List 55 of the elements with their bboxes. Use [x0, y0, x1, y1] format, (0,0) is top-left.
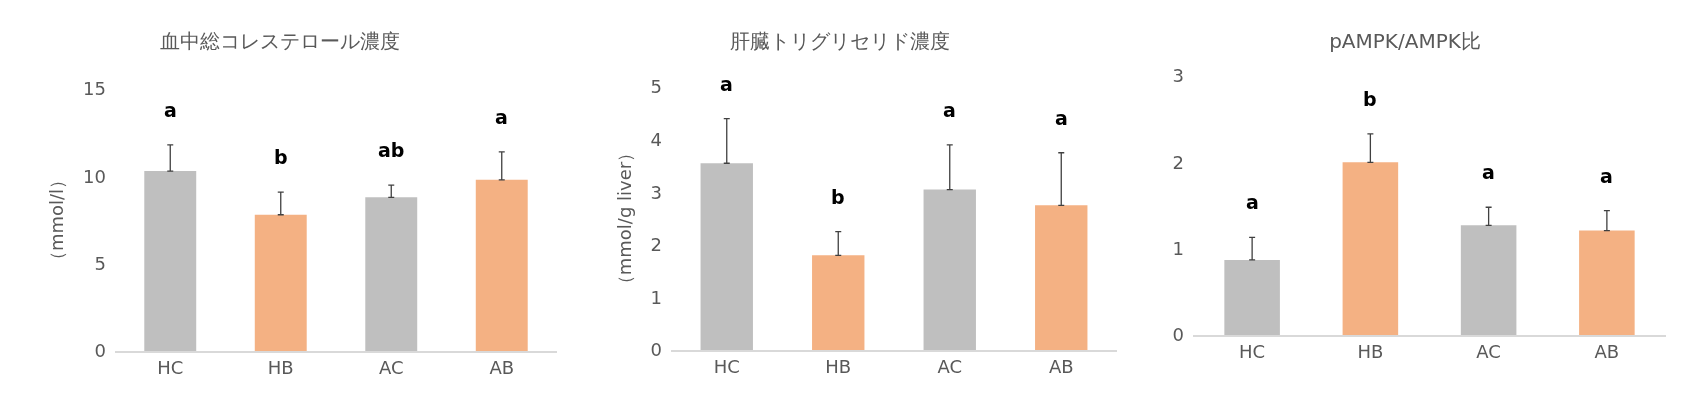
bar — [365, 197, 418, 351]
annotation: a — [1055, 107, 1068, 129]
y-tick-label: 2 — [1172, 151, 1184, 173]
bar — [1342, 162, 1399, 335]
y-tick-label: 1 — [650, 286, 662, 308]
x-tick-label: AB — [1594, 341, 1620, 363]
annotation: a — [1482, 161, 1495, 183]
y-tick-label: 0 — [94, 340, 106, 362]
x-tick-label: AC — [1476, 341, 1501, 363]
x-tick-label: HC — [713, 356, 740, 378]
y-axis-title: （mmol/l） — [46, 170, 68, 270]
annotation: a — [1246, 191, 1259, 213]
bar — [1035, 205, 1088, 350]
y-tick-label: 10 — [83, 165, 106, 187]
annotation: b — [1363, 88, 1377, 110]
bar — [254, 214, 307, 351]
annotation: a — [1600, 165, 1613, 187]
bar — [1224, 259, 1280, 335]
y-tick-label: 0 — [650, 339, 662, 361]
bar — [144, 171, 197, 351]
bar — [475, 179, 528, 351]
x-tick-label: AC — [937, 356, 963, 378]
y-tick-label: 3 — [1172, 65, 1184, 87]
bar — [923, 189, 976, 350]
annotation: a — [164, 99, 177, 121]
annotation: a — [943, 99, 956, 121]
y-tick-label: 1 — [1172, 237, 1184, 259]
y-tick-label: 2 — [650, 234, 662, 256]
annotation: a — [720, 73, 733, 95]
x-tick-label: HB — [825, 356, 852, 378]
y-tick-label: 3 — [650, 181, 662, 203]
bar — [812, 255, 865, 350]
annotation: ab — [378, 139, 405, 161]
bar — [1579, 230, 1635, 335]
x-tick-label: HC — [157, 357, 184, 379]
annotation: a — [495, 106, 508, 128]
y-tick-label: 4 — [650, 128, 662, 150]
chart-title: 肝臓トリグリセリド濃度 — [730, 29, 950, 54]
x-tick-label: HB — [1357, 341, 1384, 363]
bar — [700, 163, 753, 350]
x-tick-label: AB — [1048, 356, 1074, 378]
annotation: b — [274, 146, 288, 168]
x-tick-label: AB — [489, 357, 515, 379]
x-tick-label: HC — [1239, 341, 1266, 363]
chart-title: 血中総コレステロール濃度 — [160, 29, 400, 54]
y-tick-label: 0 — [1172, 324, 1184, 346]
y-tick-label: 5 — [650, 76, 662, 98]
bar — [1460, 225, 1517, 335]
x-tick-label: HB — [267, 357, 294, 379]
y-tick-label: 5 — [94, 252, 106, 274]
y-tick-label: 15 — [83, 78, 106, 100]
annotation: b — [831, 186, 845, 208]
y-axis-title: （mmol/g liver） — [613, 143, 635, 294]
chart-title: pAMPK/AMPK比 — [1329, 29, 1481, 54]
x-tick-label: AC — [378, 357, 404, 379]
